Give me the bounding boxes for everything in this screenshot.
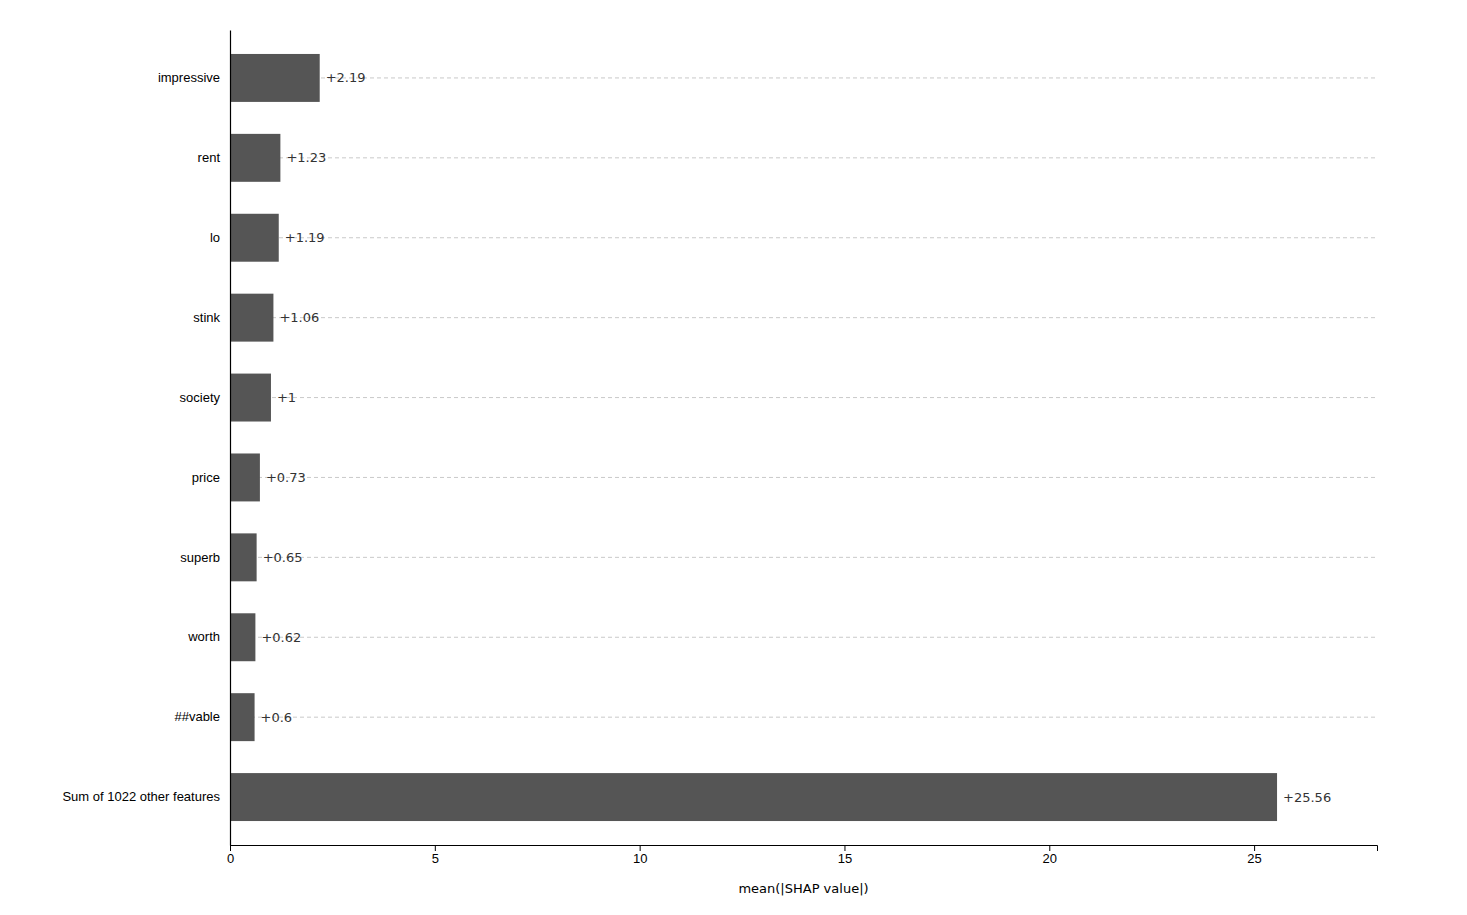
x-tick: 5 [432,845,439,866]
data-label: +0.65 [263,550,303,565]
y-tick-label: price [192,470,220,485]
grid-line [230,397,1377,398]
y-tick: ##vable [174,709,220,724]
x-tick-label: 20 [1043,851,1057,866]
y-tick-label: society [180,390,221,405]
grid-line [230,157,1377,158]
x-tick: 15 [838,845,852,866]
x-tick-label: 0 [227,851,234,866]
x-tick-mark [230,845,231,851]
bar [230,294,273,342]
y-tick: worth [187,629,220,644]
grid-line [230,637,1377,638]
grid-line [230,477,1377,478]
bar [230,693,255,741]
y-tick-label: impressive [158,70,220,85]
bar [230,773,1277,821]
x-tick-mark [1049,845,1050,851]
data-label: +0.6 [261,710,293,725]
data-label: +1 [277,390,296,405]
data-labels: +25.56 +0.6 +0.62 +0.65 +0.73 +1 +1.06 +1.19 +1.… [261,70,1332,804]
chart-svg: 0 5 10 15 20 25 Sum of 1022 other features ##va… [0,0,1467,915]
plot-area: 0 5 10 15 20 25 Sum of 1022 other features ##va… [62,31,1377,897]
y-tick: stink [193,310,220,325]
data-label: +25.56 [1283,790,1331,805]
data-label: +0.62 [261,630,301,645]
y-tick-label: ##vable [174,709,220,724]
y-tick-label: worth [187,629,220,644]
x-axis-line [231,846,1378,852]
y-tick-label: lo [210,230,220,245]
data-label: +1.06 [279,310,319,325]
x-tick: 10 [633,845,647,866]
y-tick-label: superb [180,550,220,565]
y-tick-label: stink [193,310,220,325]
y-tick: lo [210,230,220,245]
bar [230,214,279,262]
x-axis-title: mean(|SHAP value|) [738,881,868,896]
x-tick-label: 10 [633,851,647,866]
y-tick-label: Sum of 1022 other features [62,789,220,804]
bar [230,453,260,501]
grid-line [230,77,1377,78]
y-tick: Sum of 1022 other features [62,789,220,804]
y-tick-label: rent [198,150,221,165]
x-axis: 0 5 10 15 20 25 [227,845,1378,866]
x-tick: 0 [227,845,234,866]
y-tick: superb [180,550,220,565]
grid [230,78,1377,717]
y-axis-line [230,31,231,846]
x-tick-mark [640,845,641,851]
bar [230,134,280,182]
x-tick-mark [844,845,845,851]
grid-line [230,237,1377,238]
x-tick-mark [435,845,436,851]
x-tick-mark [1254,845,1255,851]
y-axis: Sum of 1022 other features ##vable worth su… [62,31,230,846]
x-tick: 25 [1247,845,1261,866]
x-tick-label: 5 [432,851,439,866]
chart-container: 0 5 10 15 20 25 Sum of 1022 other features ##va… [0,0,1467,915]
data-label: +1.23 [286,150,326,165]
grid-line [230,317,1377,318]
x-tick: 20 [1043,845,1057,866]
bar [230,613,255,661]
grid-line [230,557,1377,558]
bar [230,533,257,581]
x-tick-label: 25 [1247,851,1261,866]
bar [230,54,320,102]
y-tick: rent [198,150,221,165]
y-tick: society [180,390,221,405]
data-label: +2.19 [326,70,366,85]
y-tick: impressive [158,70,220,85]
data-label: +0.73 [266,470,306,485]
bars [230,54,1277,821]
grid-line [230,717,1377,718]
x-tick-label: 15 [838,851,852,866]
y-tick: price [192,470,220,485]
data-label: +1.19 [285,230,325,245]
bar [230,374,271,422]
